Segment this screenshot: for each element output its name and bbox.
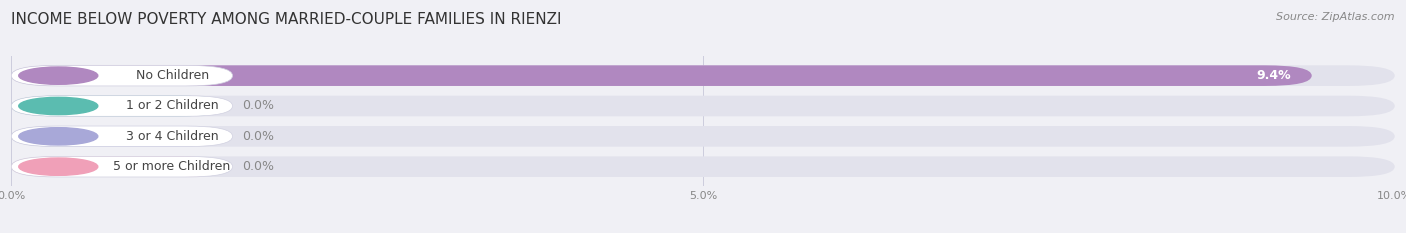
FancyBboxPatch shape [11, 156, 1395, 177]
Text: Source: ZipAtlas.com: Source: ZipAtlas.com [1277, 12, 1395, 22]
FancyBboxPatch shape [11, 156, 232, 177]
Text: 0.0%: 0.0% [242, 160, 274, 173]
Text: 5 or more Children: 5 or more Children [114, 160, 231, 173]
FancyBboxPatch shape [11, 96, 1395, 116]
Circle shape [18, 67, 98, 84]
Text: 1 or 2 Children: 1 or 2 Children [125, 99, 218, 113]
Text: 9.4%: 9.4% [1257, 69, 1291, 82]
Text: 0.0%: 0.0% [242, 130, 274, 143]
FancyBboxPatch shape [11, 126, 232, 147]
Text: 3 or 4 Children: 3 or 4 Children [125, 130, 218, 143]
Circle shape [18, 97, 98, 115]
Text: 0.0%: 0.0% [242, 99, 274, 113]
FancyBboxPatch shape [11, 65, 1312, 86]
FancyBboxPatch shape [11, 96, 226, 116]
Circle shape [18, 128, 98, 145]
Circle shape [18, 158, 98, 175]
FancyBboxPatch shape [11, 126, 226, 147]
FancyBboxPatch shape [11, 156, 226, 177]
Text: No Children: No Children [135, 69, 208, 82]
Text: INCOME BELOW POVERTY AMONG MARRIED-COUPLE FAMILIES IN RIENZI: INCOME BELOW POVERTY AMONG MARRIED-COUPL… [11, 12, 562, 27]
FancyBboxPatch shape [11, 126, 1395, 147]
FancyBboxPatch shape [11, 96, 232, 116]
FancyBboxPatch shape [11, 65, 232, 86]
FancyBboxPatch shape [11, 65, 1395, 86]
